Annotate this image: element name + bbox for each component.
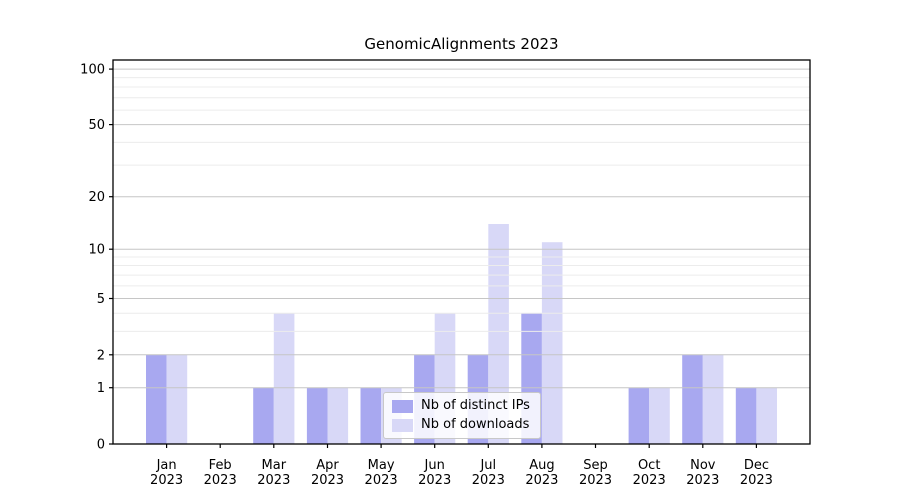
x-tick-label-year: 2023 xyxy=(150,473,183,488)
y-tick-label: 50 xyxy=(88,118,105,133)
x-tick-label-month: Mar xyxy=(262,458,287,473)
x-tick-label-year: 2023 xyxy=(365,473,398,488)
legend-row-downloads: Nb of downloads xyxy=(392,417,530,433)
bar-dec-distinct-ips xyxy=(735,387,757,444)
x-tick-label-year: 2023 xyxy=(633,473,666,488)
x-tick-label-year: 2023 xyxy=(472,473,505,488)
legend-row-distinct-ips: Nb of distinct IPs xyxy=(392,398,530,414)
y-tick-label: 5 xyxy=(97,292,105,307)
x-tick-label-month: Aug xyxy=(529,458,554,473)
y-tick-label: 10 xyxy=(88,243,105,258)
legend-swatch-downloads xyxy=(392,418,413,432)
x-tick-label-month: Feb xyxy=(209,458,232,473)
x-tick-label-month: May xyxy=(368,458,395,473)
x-tick-label-year: 2023 xyxy=(579,473,612,488)
chart-title: GenomicAlignments 2023 xyxy=(364,35,559,53)
bar-apr-downloads xyxy=(327,387,349,444)
x-tick-label-year: 2023 xyxy=(418,473,451,488)
bar-aug-downloads xyxy=(541,242,563,444)
bar-jan-distinct-ips xyxy=(146,354,167,444)
bar-oct-downloads xyxy=(649,387,670,444)
bar-nov-distinct-ips xyxy=(682,354,703,444)
x-tick-label-month: Dec xyxy=(744,458,769,473)
x-tick-label-year: 2023 xyxy=(525,473,558,488)
bar-may-distinct-ips xyxy=(360,387,382,444)
x-tick-label-year: 2023 xyxy=(740,473,773,488)
y-tick-label: 1 xyxy=(97,381,105,396)
y-tick-label: 2 xyxy=(97,348,105,363)
bar-jan-downloads xyxy=(166,354,188,444)
bar-dec-downloads xyxy=(756,387,777,444)
bar-oct-distinct-ips xyxy=(628,387,650,444)
legend: Nb of distinct IPs Nb of downloads xyxy=(383,392,541,439)
bar-jul-downloads xyxy=(488,224,509,444)
bar-apr-distinct-ips xyxy=(306,387,328,444)
x-tick-label-month: Jun xyxy=(424,458,445,473)
plot-border xyxy=(112,59,811,445)
x-tick-label-year: 2023 xyxy=(257,473,290,488)
legend-label-downloads: Nb of downloads xyxy=(421,417,530,432)
y-tick-label: 20 xyxy=(88,190,105,205)
y-tick-label: 0 xyxy=(97,438,105,453)
bar-nov-downloads xyxy=(702,354,724,444)
x-tick-label-month: Jul xyxy=(479,458,496,473)
x-tick-label-month: Jan xyxy=(156,458,177,473)
x-tick-label-month: Sep xyxy=(583,458,608,473)
legend-swatch-distinct-ips xyxy=(392,399,413,413)
x-tick-label-month: Apr xyxy=(316,458,339,473)
x-tick-label-month: Oct xyxy=(638,458,660,473)
y-tick-label: 100 xyxy=(80,63,105,78)
x-tick-label-year: 2023 xyxy=(686,473,719,488)
x-tick-label-year: 2023 xyxy=(204,473,237,488)
x-tick-label-year: 2023 xyxy=(311,473,344,488)
bar-mar-distinct-ips xyxy=(253,387,274,444)
bar-mar-downloads xyxy=(273,313,295,444)
x-tick-label-month: Nov xyxy=(690,458,716,473)
legend-label-distinct-ips: Nb of distinct IPs xyxy=(421,398,530,413)
